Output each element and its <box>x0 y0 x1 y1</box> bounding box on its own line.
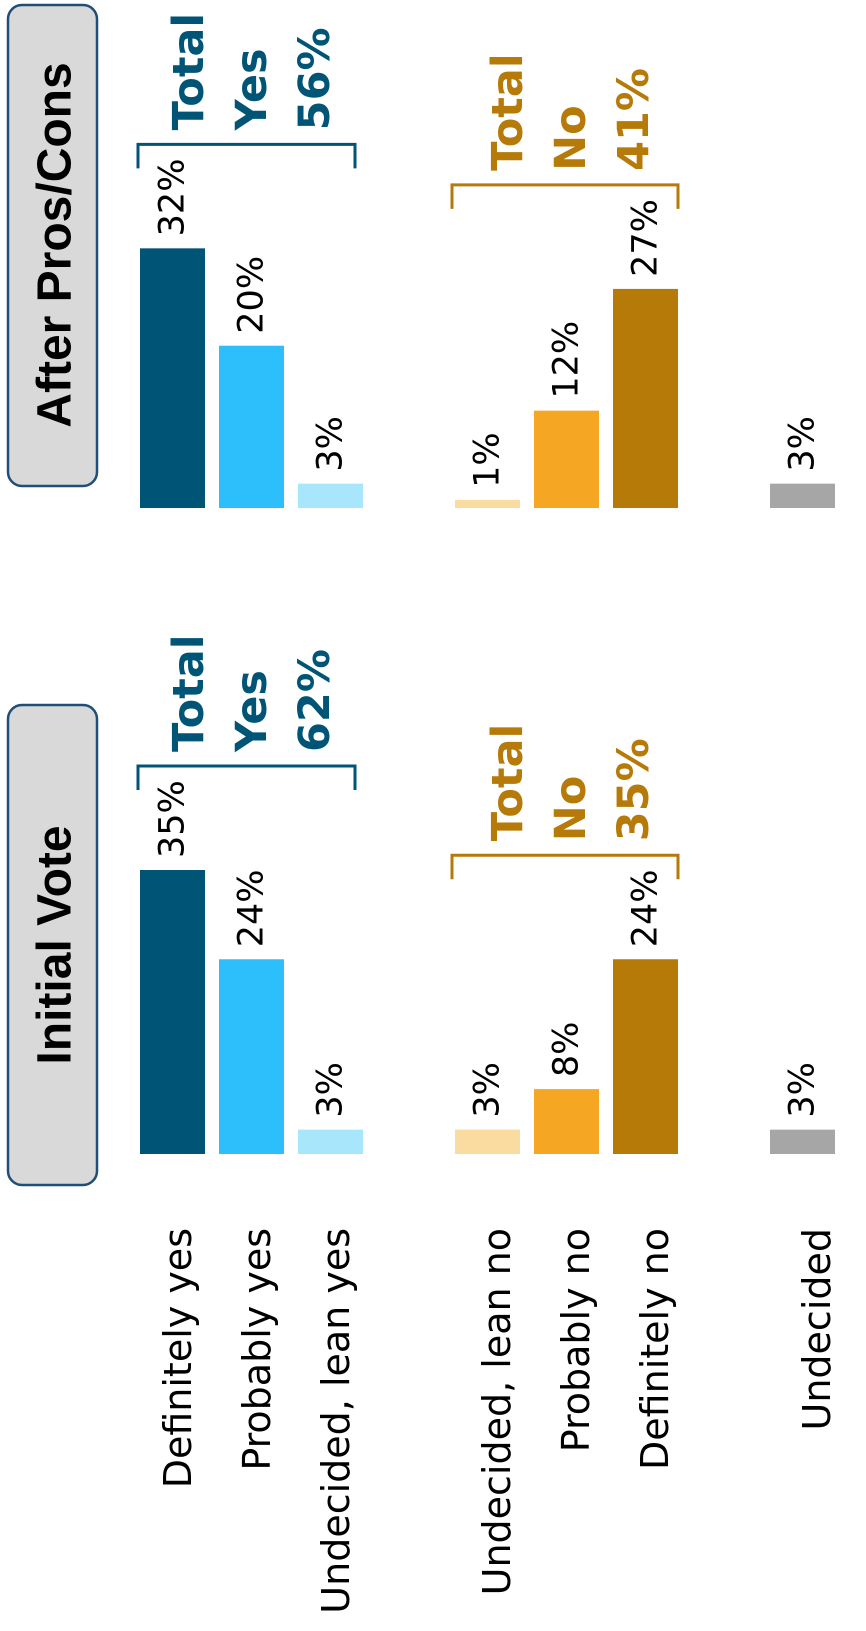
bar-initial-vote-definitely-no <box>613 959 678 1154</box>
total-no-label-initial-vote-line-2: No <box>546 776 596 842</box>
category-label-undecided-lean-no: Undecided, lean no <box>475 1228 519 1595</box>
value-label-initial-vote-undecided: 3% <box>783 1062 823 1118</box>
value-label-initial-vote-probably-no: 8% <box>547 1022 587 1078</box>
bracket-total-yes-initial-vote <box>136 764 357 790</box>
bar-after-pros-cons-undecided-lean-no <box>455 499 520 508</box>
total-yes-label-initial-vote-line-3: 62% <box>290 649 340 752</box>
bar-initial-vote-definitely-yes <box>140 870 205 1154</box>
bracket-total-no-initial-vote <box>450 853 680 880</box>
category-label-undecided-lean-yes: Undecided, lean yes <box>314 1228 358 1614</box>
bar-after-pros-cons-probably-yes <box>219 345 284 508</box>
value-label-after-pros-cons-definitely-no: 27% <box>626 199 666 277</box>
value-label-initial-vote-definitely-yes: 35% <box>153 780 193 858</box>
category-labels: Definitely yes Probably yes Undecided, l… <box>156 1228 839 1614</box>
bar-initial-vote-undecided <box>770 1129 835 1154</box>
value-label-initial-vote-undecided-lean-no: 3% <box>468 1062 508 1118</box>
total-no-label-initial-vote-line-3: 35% <box>609 738 659 841</box>
value-label-after-pros-cons-undecided-lean-yes: 3% <box>311 416 351 472</box>
value-label-after-pros-cons-undecided-lean-no: 1% <box>468 432 508 488</box>
bar-initial-vote-probably-no <box>534 1089 599 1154</box>
total-yes-label-after-pros-cons-line-3: 56% <box>290 27 340 130</box>
total-no-label-after-pros-cons-line-1: Total <box>483 53 533 170</box>
category-label-definitely-no: Definitely no <box>633 1228 677 1470</box>
value-label-after-pros-cons-undecided: 3% <box>783 416 823 472</box>
bar-after-pros-cons-definitely-yes <box>140 248 205 509</box>
category-label-undecided: Undecided <box>795 1228 839 1430</box>
bracket-total-no-after-pros-cons <box>450 183 680 209</box>
panel-title-initial-vote: Initial Vote <box>29 825 82 1064</box>
bar-after-pros-cons-probably-no <box>534 410 599 508</box>
totals: Total Yes 62%Total No 35%Total Yes 56% Total No 4… <box>136 13 680 880</box>
total-no-label-after-pros-cons-line-2: No <box>546 105 596 171</box>
bar-after-pros-cons-definitely-no <box>613 288 678 508</box>
total-yes-label-after-pros-cons-line-1: Total <box>164 13 214 130</box>
value-label-initial-vote-definitely-no: 24% <box>626 869 666 947</box>
bar-after-pros-cons-undecided <box>770 483 835 508</box>
category-label-probably-no: Probably no <box>554 1228 598 1452</box>
bars <box>140 248 835 1154</box>
total-no-label-after-pros-cons-line-3: 41% <box>609 68 659 171</box>
value-label-initial-vote-probably-yes: 24% <box>232 869 272 947</box>
bar-initial-vote-undecided-lean-yes <box>298 1129 363 1154</box>
value-label-after-pros-cons-probably-no: 12% <box>547 321 587 399</box>
panel-header-initial-vote: Initial Vote <box>6 703 99 1187</box>
bar-after-pros-cons-undecided-lean-yes <box>298 483 363 508</box>
category-label-definitely-yes: Definitely yes <box>156 1228 200 1488</box>
total-no-label-initial-vote-line-1: Total <box>483 724 533 841</box>
total-yes-label-after-pros-cons-line-2: Yes <box>227 48 277 131</box>
value-label-after-pros-cons-probably-yes: 20% <box>232 256 272 334</box>
value-label-initial-vote-undecided-lean-yes: 3% <box>311 1062 351 1118</box>
panel-header-box-after-pros-cons <box>6 3 99 488</box>
bar-initial-vote-probably-yes <box>219 959 284 1154</box>
value-label-after-pros-cons-definitely-yes: 32% <box>153 159 193 237</box>
panel-title-after-pros-cons: After Pros/Cons <box>29 62 82 427</box>
category-label-probably-yes: Probably yes <box>235 1228 279 1471</box>
total-yes-label-initial-vote-line-1: Total <box>164 635 214 752</box>
total-yes-label-initial-vote-line-2: Yes <box>227 670 277 753</box>
bracket-total-yes-after-pros-cons <box>136 142 357 169</box>
panel-header-box-initial-vote <box>6 703 99 1187</box>
panel-header-after-pros-cons: After Pros/Cons <box>6 3 99 488</box>
bar-initial-vote-undecided-lean-no <box>455 1129 520 1154</box>
value-labels: 35% 24% 3% 3% 8% 24% 3% 32% 20% 3% 1% 12% 27% 3% <box>153 159 823 1118</box>
